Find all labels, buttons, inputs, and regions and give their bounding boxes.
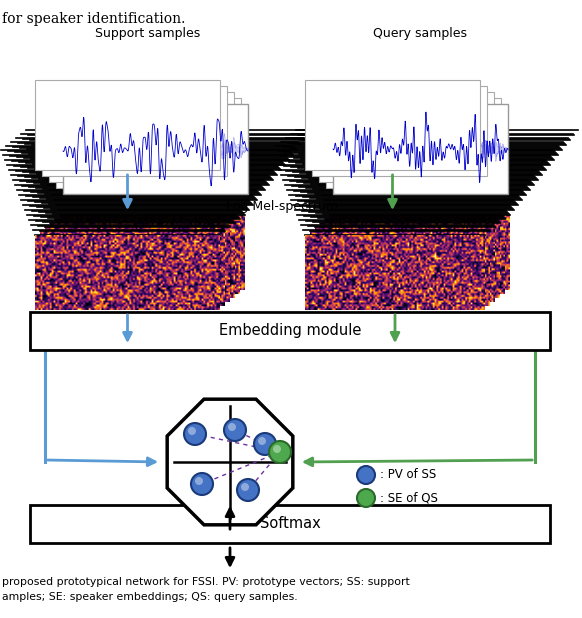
Circle shape (228, 423, 236, 431)
Bar (333, 104, 508, 194)
Text: Support samples: Support samples (95, 27, 201, 40)
Text: : PV of SS: : PV of SS (380, 468, 436, 481)
Polygon shape (167, 399, 293, 525)
Bar (49, 92, 234, 182)
Text: amples; SE: speaker embeddings; QS: query samples.: amples; SE: speaker embeddings; QS: quer… (2, 592, 297, 602)
Circle shape (195, 477, 203, 485)
Bar (326, 98, 501, 188)
Circle shape (184, 423, 206, 445)
Circle shape (191, 473, 213, 495)
Bar (35, 80, 220, 170)
Circle shape (241, 483, 249, 491)
Bar (56, 98, 241, 188)
Text: Embedding module: Embedding module (219, 323, 361, 339)
Bar (305, 80, 480, 170)
Circle shape (224, 419, 246, 441)
Text: Query samples: Query samples (373, 27, 467, 40)
Bar (30, 505, 550, 543)
Circle shape (273, 445, 281, 453)
Circle shape (357, 489, 375, 507)
Circle shape (269, 441, 291, 463)
Bar (319, 92, 494, 182)
Text: : SE of QS: : SE of QS (380, 491, 438, 504)
Bar (63, 104, 248, 194)
Circle shape (357, 466, 375, 484)
Bar (42, 86, 227, 176)
Text: proposed prototypical network for FSSI. PV: prototype vectors; SS: support: proposed prototypical network for FSSI. … (2, 577, 410, 587)
Circle shape (258, 437, 266, 445)
Circle shape (237, 479, 259, 501)
Bar (312, 86, 487, 176)
Text: Log Mel-spectrum: Log Mel-spectrum (226, 200, 338, 213)
Circle shape (254, 433, 276, 455)
Text: Softmax: Softmax (260, 517, 320, 531)
Text: for speaker identification.: for speaker identification. (2, 12, 186, 26)
Bar (30, 312, 550, 350)
Circle shape (188, 427, 196, 435)
